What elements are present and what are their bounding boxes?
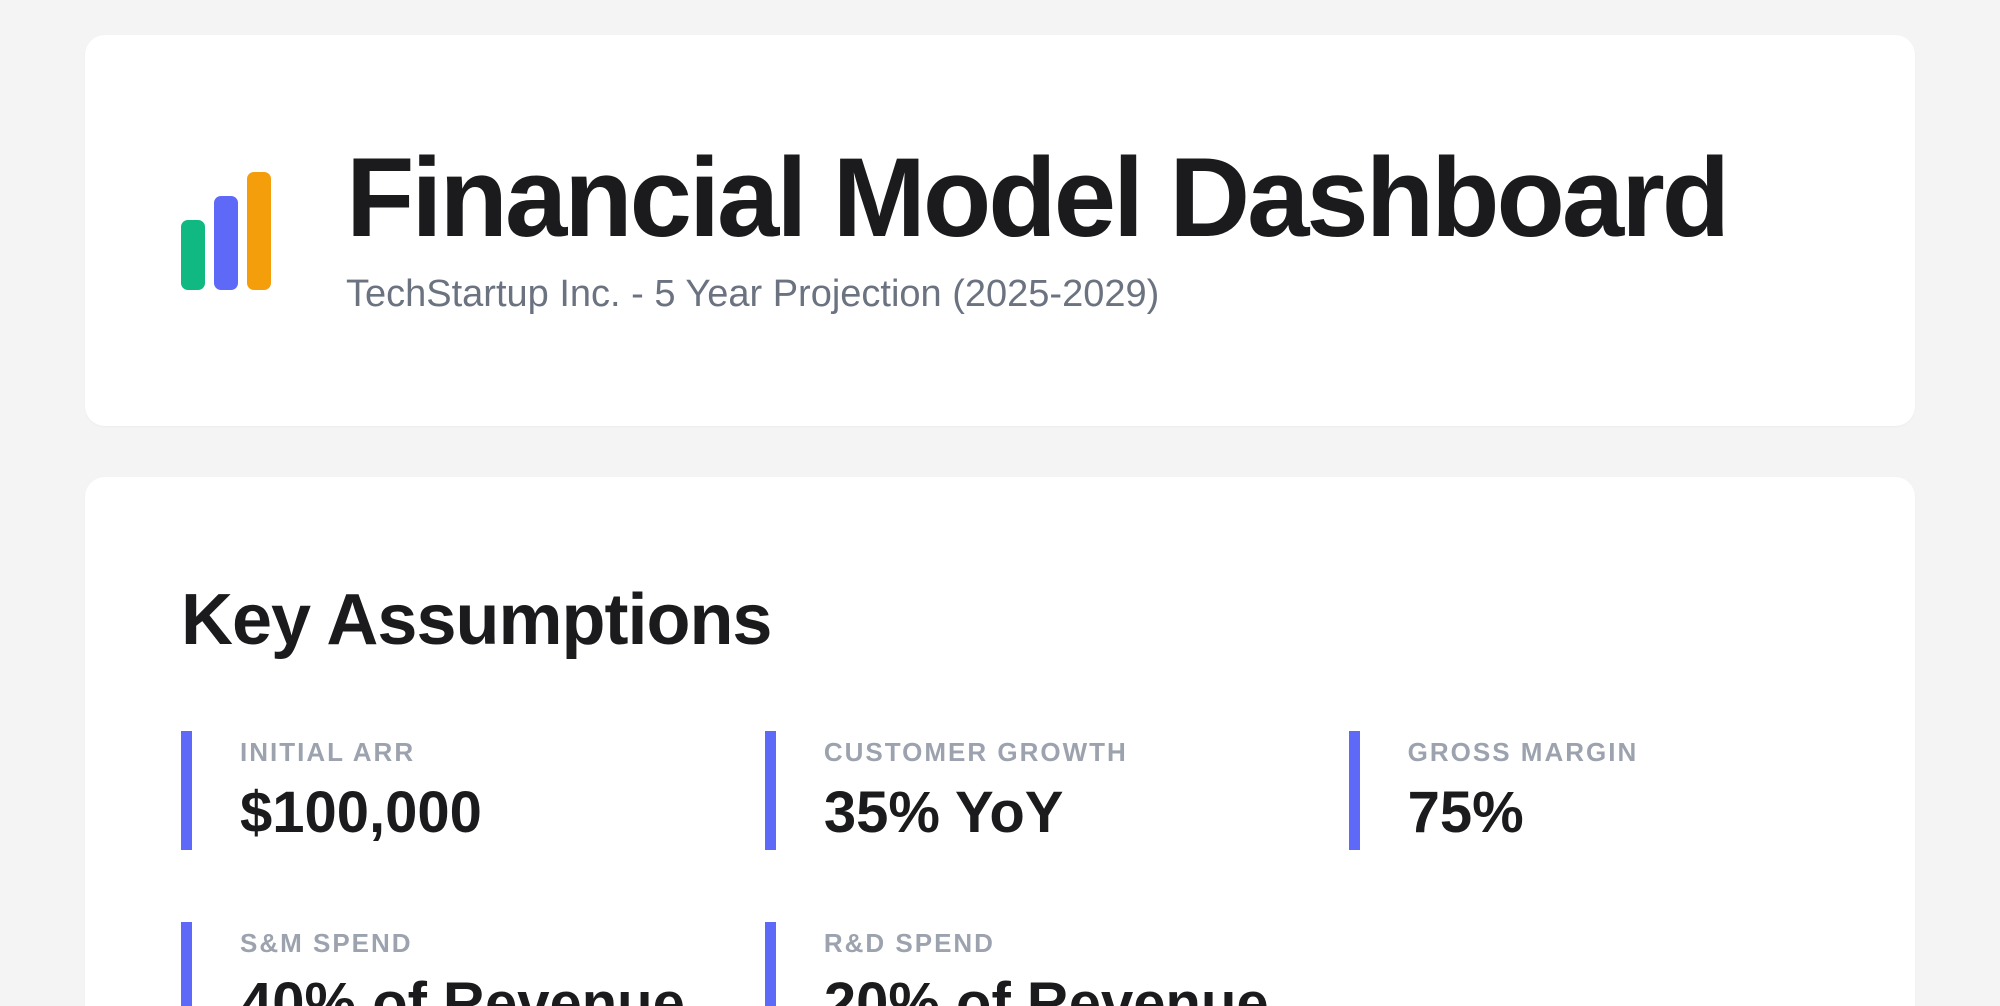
metric-label: INITIAL ARR xyxy=(240,737,416,768)
key-assumptions-card: Key Assumptions INITIAL ARR $100,000 CUS… xyxy=(85,477,1915,1006)
assumptions-grid: INITIAL ARR $100,000 CUSTOMER GROWTH 35%… xyxy=(181,731,1819,1006)
bar-chart-icon xyxy=(181,171,271,290)
metric-customer-growth: CUSTOMER GROWTH 35% YoY xyxy=(764,731,1269,851)
metric-label: GROSS MARGIN xyxy=(1407,737,1639,768)
metric-label: R&D SPEND xyxy=(823,928,995,959)
metric-sm-spend: S&M SPEND 40% of Revenue xyxy=(181,922,685,1006)
metric-value: 75% xyxy=(1407,779,1524,845)
page-title: Financial Model Dashboard xyxy=(346,134,1730,260)
header-card: Financial Model Dashboard TechStartup In… xyxy=(85,35,1915,426)
metric-value: 20% of Revenue xyxy=(823,970,1269,1006)
metric-rd-spend: R&D SPEND 20% of Revenue xyxy=(764,922,1269,1006)
key-assumptions-heading: Key Assumptions xyxy=(181,580,772,660)
metric-value: 40% of Revenue xyxy=(240,970,685,1006)
header-text-block: Financial Model Dashboard TechStartup In… xyxy=(346,134,1730,319)
metric-label: CUSTOMER GROWTH xyxy=(823,737,1128,768)
metric-value: 35% YoY xyxy=(823,779,1064,845)
metric-gross-margin: GROSS MARGIN 75% xyxy=(1348,731,1819,851)
bar-chart-icon-blue-bar xyxy=(214,195,238,290)
metric-label: S&M SPEND xyxy=(240,928,413,959)
bar-chart-icon-orange-bar xyxy=(247,171,271,290)
page-container: Financial Model Dashboard TechStartup In… xyxy=(85,0,1915,1006)
bar-chart-icon-green-bar xyxy=(181,219,205,290)
page-subtitle: TechStartup Inc. - 5 Year Projection (20… xyxy=(346,272,1160,315)
metric-value: $100,000 xyxy=(240,779,482,845)
metric-initial-arr: INITIAL ARR $100,000 xyxy=(181,731,685,851)
